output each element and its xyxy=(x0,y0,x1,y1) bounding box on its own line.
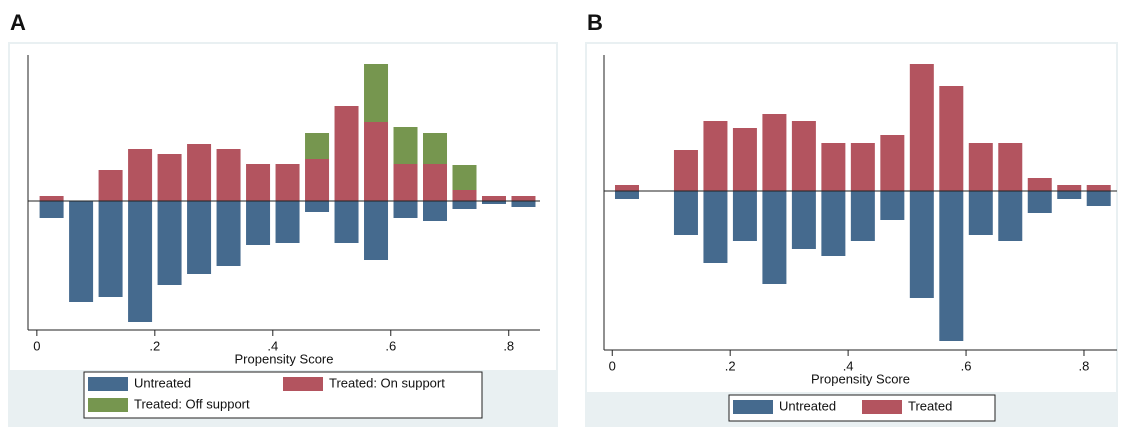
bar xyxy=(187,144,212,201)
bar xyxy=(246,201,271,245)
bar xyxy=(452,165,477,190)
bar xyxy=(703,191,728,263)
bar xyxy=(423,164,448,201)
bar xyxy=(39,201,64,218)
bar xyxy=(246,164,271,201)
x-tick-label: .4 xyxy=(267,338,278,353)
bar xyxy=(703,121,728,191)
bar xyxy=(762,191,787,284)
x-tick-label: 0 xyxy=(33,338,40,353)
legend-swatch xyxy=(862,400,902,414)
x-axis-title: Propensity Score xyxy=(235,351,334,366)
bar xyxy=(423,201,448,221)
legend-swatch xyxy=(88,377,128,391)
bar xyxy=(364,122,389,201)
x-tick-label: .2 xyxy=(149,338,160,353)
legend-label: Untreated xyxy=(779,398,836,413)
bar xyxy=(511,196,536,201)
legend-label: Treated xyxy=(908,398,952,413)
bar xyxy=(157,154,182,201)
bar xyxy=(511,201,536,207)
bar xyxy=(673,191,698,235)
bar xyxy=(305,159,330,201)
bar xyxy=(791,121,816,191)
panel-label: B xyxy=(587,10,603,35)
bar xyxy=(732,191,757,241)
bar xyxy=(673,150,698,191)
bar xyxy=(364,64,389,122)
bar xyxy=(393,127,418,164)
x-tick-label: .8 xyxy=(1079,358,1090,373)
chart-panel: A 0 .2 .4 .6 .8 Propensity Score Untreated Treat… xyxy=(8,10,558,427)
bar xyxy=(1057,185,1082,191)
bar xyxy=(275,164,300,201)
bar xyxy=(821,143,846,191)
bar xyxy=(452,190,477,201)
bar xyxy=(880,135,905,191)
bar xyxy=(481,201,506,204)
bar xyxy=(69,201,94,302)
bar xyxy=(732,128,757,191)
bar xyxy=(364,201,389,260)
bar xyxy=(1027,178,1052,191)
bar xyxy=(909,191,934,298)
bar xyxy=(216,201,241,266)
bar xyxy=(39,196,64,201)
bar xyxy=(187,201,212,274)
bar xyxy=(614,191,639,199)
legend-swatch xyxy=(88,398,128,412)
legend-swatch xyxy=(283,377,323,391)
panel-label: A xyxy=(10,10,26,35)
bar xyxy=(1086,191,1111,206)
bar xyxy=(968,143,993,191)
legend-label: Treated: On support xyxy=(329,375,445,390)
bar xyxy=(452,201,477,209)
bar xyxy=(334,106,359,201)
bar xyxy=(393,164,418,201)
bar xyxy=(157,201,182,285)
x-tick-label: .6 xyxy=(961,358,972,373)
bar xyxy=(762,114,787,191)
legend-label: Untreated xyxy=(134,375,191,390)
bar xyxy=(998,191,1023,241)
bar xyxy=(275,201,300,243)
bar xyxy=(791,191,816,249)
bar xyxy=(850,191,875,241)
x-tick-label: .4 xyxy=(843,358,854,373)
legend-swatch xyxy=(733,400,773,414)
bar xyxy=(968,191,993,235)
bar xyxy=(1027,191,1052,213)
bar xyxy=(821,191,846,256)
x-tick-label: 0 xyxy=(609,358,616,373)
bar xyxy=(939,191,964,341)
bar xyxy=(334,201,359,243)
bar xyxy=(481,196,506,201)
x-tick-label: .6 xyxy=(385,338,396,353)
x-tick-label: .8 xyxy=(503,338,514,353)
x-tick-label: .2 xyxy=(725,358,736,373)
bar xyxy=(998,143,1023,191)
bar xyxy=(909,64,934,191)
bar xyxy=(939,86,964,191)
legend-label: Treated: Off support xyxy=(134,396,250,411)
bar xyxy=(1086,185,1111,191)
x-axis-title: Propensity Score xyxy=(811,371,910,386)
bar xyxy=(305,201,330,212)
bar xyxy=(423,133,448,164)
bar xyxy=(614,185,639,191)
bar xyxy=(128,201,153,322)
bar xyxy=(850,143,875,191)
bar xyxy=(98,201,123,297)
bar xyxy=(880,191,905,220)
chart-panel: B 0 .2 .4 .6 .8 Propensity Score Untreated Treat… xyxy=(585,10,1118,427)
bar xyxy=(305,133,330,159)
bar xyxy=(393,201,418,218)
bar xyxy=(1057,191,1082,199)
bar xyxy=(98,170,123,201)
bar xyxy=(216,149,241,201)
bar xyxy=(128,149,153,201)
